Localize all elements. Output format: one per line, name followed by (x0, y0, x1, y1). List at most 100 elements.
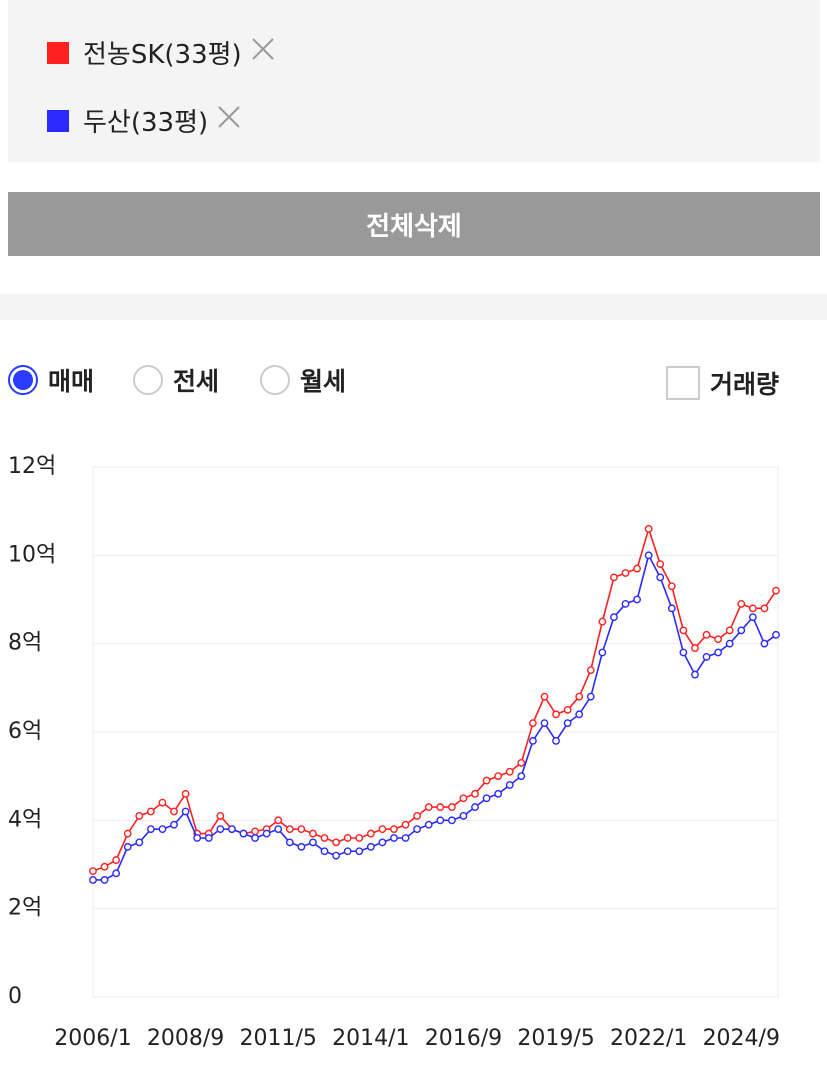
data-point (505, 767, 514, 776)
data-point (760, 604, 769, 613)
data-point (204, 834, 213, 842)
radio-button (8, 365, 38, 395)
data-point (401, 820, 410, 829)
clear-all-button[interactable]: 전체삭제 (8, 192, 820, 256)
data-point (320, 834, 329, 842)
data-point (633, 564, 641, 573)
data-point (702, 653, 711, 661)
data-point (274, 825, 283, 834)
data-point (228, 825, 236, 834)
data-point (436, 816, 445, 825)
data-point (552, 736, 560, 745)
data-point (621, 600, 630, 608)
data-point (355, 834, 364, 842)
y-tick-label: 6억 (8, 719, 42, 744)
data-point (563, 706, 572, 714)
x-tick-label: 2024/9 (703, 1026, 780, 1051)
data-point (598, 648, 607, 657)
data-point (170, 807, 178, 816)
data-point (656, 573, 665, 582)
data-point (309, 838, 317, 847)
data-point (378, 825, 387, 834)
data-point (100, 862, 109, 871)
data-point (366, 842, 375, 851)
data-point (586, 666, 595, 675)
checkbox (666, 366, 700, 400)
data-point (216, 812, 225, 820)
data-point (737, 600, 746, 608)
data-point (297, 825, 306, 834)
data-point (447, 803, 456, 811)
data-point (146, 807, 155, 816)
data-point (100, 876, 109, 884)
radio-label: 월세 (300, 367, 347, 396)
data-point (239, 829, 248, 838)
series-swatch (47, 41, 69, 64)
data-point (528, 719, 537, 728)
x-tick-label: 2019/5 (517, 1026, 594, 1051)
data-point (216, 825, 225, 834)
radio-option[interactable]: 월세 (260, 362, 346, 398)
data-point (667, 582, 676, 591)
data-point (251, 827, 259, 836)
checkbox-option[interactable]: 거래량 (666, 365, 779, 401)
data-point (158, 825, 167, 834)
x-tick-label: 2008/9 (147, 1026, 224, 1051)
data-point (482, 794, 491, 803)
data-point (528, 736, 537, 745)
data-point (343, 847, 352, 856)
data-point (725, 626, 734, 635)
selection-panel (8, 0, 820, 162)
data-point (621, 569, 630, 577)
data-point (366, 829, 375, 838)
data-point (413, 825, 422, 834)
data-point (413, 812, 422, 820)
data-point (540, 719, 549, 728)
data-point (494, 789, 503, 798)
data-point (123, 842, 132, 851)
data-point (181, 807, 190, 816)
data-point (262, 829, 271, 838)
data-point (656, 560, 665, 569)
data-point (772, 586, 780, 595)
data-point (748, 613, 757, 622)
data-point (586, 692, 595, 701)
x-tick-label: 2006/1 (54, 1026, 131, 1051)
selection-item: 전농SK(33평) (47, 34, 276, 71)
data-point (285, 825, 294, 834)
x-tick-label: 2014/1 (332, 1026, 409, 1051)
data-point (737, 626, 746, 635)
data-point (540, 692, 549, 701)
data-point (679, 648, 688, 657)
y-tick-label: 8억 (8, 631, 42, 656)
divider (0, 294, 827, 320)
data-point (610, 613, 618, 622)
data-point (390, 825, 398, 834)
data-point (135, 838, 144, 847)
y-tick-label: 0 (8, 984, 22, 1009)
data-point (725, 639, 734, 648)
data-point (274, 816, 283, 825)
data-point (598, 617, 607, 626)
radio-label: 전세 (173, 367, 220, 396)
data-point (424, 820, 433, 829)
remove-icon[interactable] (250, 36, 276, 69)
data-point (320, 847, 329, 856)
x-tick-label: 2022/1 (610, 1026, 687, 1051)
data-point (112, 869, 121, 878)
data-point (285, 838, 294, 847)
chart: 0 2억 4억 6억 8억 10억 12억 2006/1 2008/9 2011/5 2014/1 2… (8, 454, 780, 1051)
radio-option[interactable]: 매매 (8, 362, 94, 398)
data-point (691, 644, 699, 652)
remove-icon[interactable] (216, 104, 242, 137)
radio-button (260, 365, 290, 395)
data-point (390, 834, 398, 842)
data-point (146, 825, 155, 834)
data-point (459, 794, 468, 803)
data-point (436, 803, 445, 811)
radio-option[interactable]: 전세 (133, 362, 219, 398)
data-point (482, 776, 491, 785)
series-name: 두산(33평) (83, 108, 209, 138)
x-tick-label: 2011/5 (240, 1026, 317, 1051)
